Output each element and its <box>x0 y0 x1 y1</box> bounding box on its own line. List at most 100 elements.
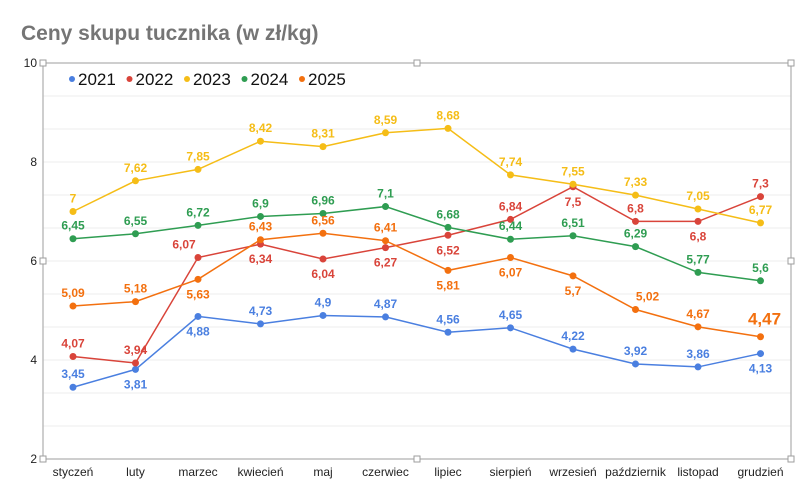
data-point-2024[interactable] <box>632 243 639 251</box>
data-point-2023[interactable] <box>382 129 389 137</box>
data-point-2025[interactable] <box>319 229 327 237</box>
data-point-2025[interactable] <box>194 275 202 283</box>
data-point-2022[interactable] <box>194 254 202 262</box>
resize-handle[interactable] <box>413 455 421 463</box>
data-point-2021[interactable] <box>132 365 139 373</box>
data-point-2024[interactable] <box>507 235 514 243</box>
data-point-2024[interactable] <box>194 221 202 229</box>
data-point-2021[interactable] <box>194 312 202 320</box>
series-2023[interactable] <box>69 124 765 227</box>
data-point-2024[interactable] <box>69 235 77 243</box>
data-point-2021[interactable] <box>382 313 389 321</box>
series-2022[interactable] <box>69 183 765 367</box>
data-point-2024[interactable] <box>257 212 264 220</box>
series-2024[interactable] <box>69 203 765 285</box>
legend-item-2024[interactable]: 2024 <box>241 70 289 89</box>
data-point-2025[interactable] <box>507 254 514 262</box>
resize-handle[interactable] <box>413 59 421 67</box>
data-point-2023[interactable] <box>757 219 764 227</box>
data-point-2025[interactable] <box>132 298 139 306</box>
resize-handle[interactable] <box>787 59 795 67</box>
resize-handle[interactable] <box>787 455 795 463</box>
data-point-2023[interactable] <box>257 137 264 145</box>
series-line-2024[interactable] <box>72 205 761 282</box>
data-point-2022[interactable] <box>444 231 452 239</box>
data-label-2023: 7,62 <box>124 161 148 175</box>
data-point-2024[interactable] <box>757 277 764 285</box>
data-point-2024[interactable] <box>319 209 327 217</box>
data-point-2024[interactable] <box>132 230 139 238</box>
data-point-2023[interactable] <box>194 165 202 173</box>
data-point-2025[interactable] <box>382 237 389 245</box>
legend-item-2022[interactable]: 2022 <box>126 70 174 89</box>
data-point-2024[interactable] <box>382 203 389 211</box>
series-line-2023[interactable] <box>72 127 761 224</box>
data-point-2021[interactable] <box>632 360 639 368</box>
data-point-2021[interactable] <box>569 345 577 353</box>
data-label-2024: 6,96 <box>311 193 335 207</box>
data-point-2021[interactable] <box>757 350 764 358</box>
resize-handle[interactable] <box>787 257 795 265</box>
data-point-2022[interactable] <box>69 353 77 361</box>
data-label-2025: 5,81 <box>436 278 460 292</box>
data-label-2024: 6,45 <box>61 219 85 233</box>
data-point-2021[interactable] <box>319 311 327 319</box>
data-label-2022: 7,3 <box>752 177 769 191</box>
data-point-2023[interactable] <box>69 208 77 215</box>
data-label-2023: 7,55 <box>561 164 585 178</box>
data-point-2022[interactable] <box>632 217 639 225</box>
x-tick-label: styczeń <box>53 465 94 479</box>
data-point-2022[interactable] <box>694 217 702 225</box>
x-tick-label: czerwiec <box>362 465 409 479</box>
resize-handle[interactable] <box>39 59 47 67</box>
legend-item-2025[interactable]: 2025 <box>299 70 346 89</box>
data-point-2022[interactable] <box>507 215 514 223</box>
data-point-2021[interactable] <box>694 363 702 371</box>
data-point-2025[interactable] <box>257 236 264 244</box>
data-point-2021[interactable] <box>507 324 514 332</box>
series-line-2025[interactable] <box>72 232 761 338</box>
data-point-2025[interactable] <box>69 302 77 310</box>
legend-item-2023[interactable]: 2023 <box>184 70 231 89</box>
data-point-2025[interactable] <box>632 306 639 314</box>
data-point-2024[interactable] <box>569 232 577 240</box>
data-label-2021: 3,45 <box>61 367 85 381</box>
data-label-2022: 6,8 <box>690 229 707 243</box>
data-point-2025[interactable] <box>569 272 577 280</box>
data-point-2025[interactable] <box>444 266 452 274</box>
data-label-2025: 5,02 <box>636 290 660 304</box>
data-point-2023[interactable] <box>694 205 702 213</box>
data-point-2023[interactable] <box>507 171 514 179</box>
data-point-2021[interactable] <box>69 383 77 391</box>
series-2021[interactable] <box>69 311 765 391</box>
data-label-2023: 8,31 <box>311 127 335 141</box>
data-point-2023[interactable] <box>632 191 639 199</box>
data-point-2024[interactable] <box>444 223 452 231</box>
resize-handle[interactable] <box>39 257 47 265</box>
data-point-2022[interactable] <box>132 359 139 367</box>
resize-handle[interactable] <box>39 455 47 463</box>
data-label-2025: 6,56 <box>311 213 335 227</box>
series-2025[interactable] <box>69 229 765 341</box>
data-point-2025[interactable] <box>694 323 702 331</box>
series-line-2021[interactable] <box>72 314 761 388</box>
data-label-2021: 4,87 <box>374 297 398 311</box>
legend-label: 2023 <box>193 70 231 89</box>
data-point-2021[interactable] <box>444 328 452 336</box>
data-point-2025[interactable] <box>757 333 764 341</box>
data-point-2023[interactable] <box>569 180 577 188</box>
data-point-2022[interactable] <box>382 244 389 252</box>
data-point-2022[interactable] <box>757 193 764 201</box>
data-point-2021[interactable] <box>257 320 264 328</box>
data-point-2022[interactable] <box>319 255 327 263</box>
legend-marker-icon <box>241 76 248 82</box>
data-point-2023[interactable] <box>319 143 327 151</box>
data-point-2023[interactable] <box>132 177 139 185</box>
data-point-2023[interactable] <box>444 124 452 132</box>
data-point-2024[interactable] <box>694 268 702 276</box>
legend-item-2021[interactable]: 2021 <box>69 70 116 89</box>
series-line-2022[interactable] <box>72 185 761 364</box>
data-label-2022: 7,5 <box>565 195 582 209</box>
data-label-2024: 6,55 <box>124 214 148 228</box>
